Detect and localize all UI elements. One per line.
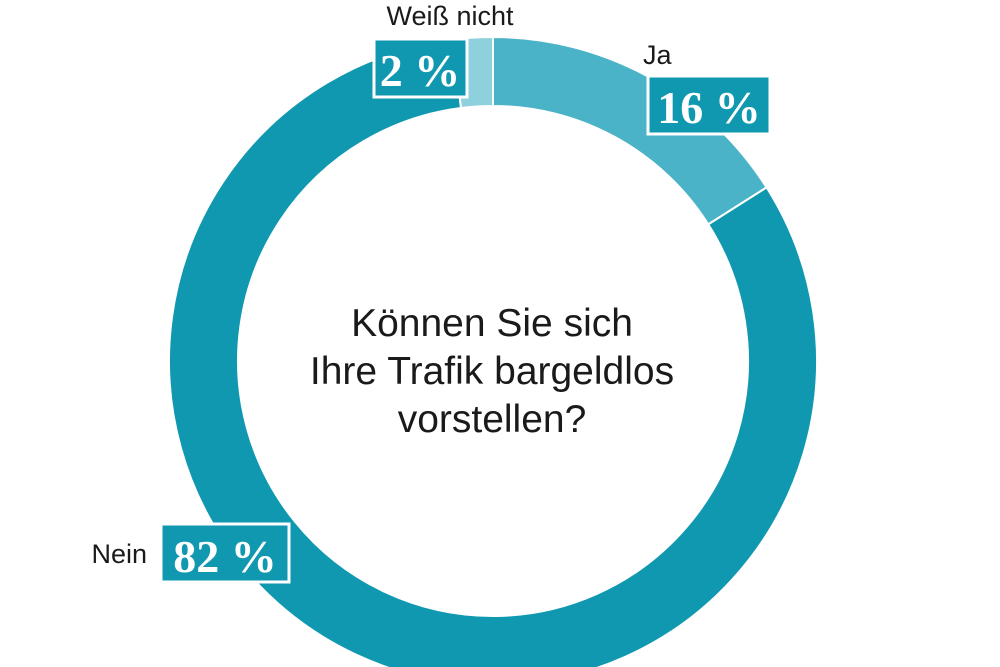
center-question-line-3: vorstellen?	[398, 398, 587, 441]
value-ja: 16 %	[657, 82, 761, 133]
badge-ja-box	[646, 74, 772, 136]
badge-weiss-nicht-box	[372, 37, 469, 99]
badge-weiss-nicht: 2 %	[372, 37, 469, 99]
value-nein: 82 %	[173, 531, 277, 582]
label-weiss-nicht: Weiß nicht	[386, 1, 514, 31]
center-question-line-1: Können Sie sich	[351, 302, 633, 345]
value-weiss-nicht: 2 %	[380, 45, 461, 96]
center-question: Können Sie sich Ihre Trafik bargeldlos v…	[310, 302, 674, 441]
label-ja: Ja	[643, 40, 673, 70]
center-question-line-2: Ihre Trafik bargeldlos	[310, 350, 674, 393]
badge-nein-box	[159, 522, 291, 584]
badge-nein: 82 %	[159, 522, 291, 584]
badge-ja: 16 %	[646, 74, 772, 136]
label-nein: Nein	[91, 539, 147, 569]
